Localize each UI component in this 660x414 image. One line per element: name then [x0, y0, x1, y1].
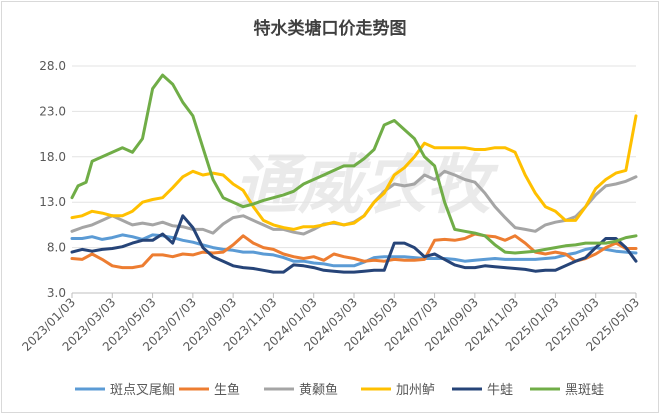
- series-line-3: [70, 114, 638, 231]
- y-axis-ticks: 3.0 8.0 13.0 18.0 23.0 28.0: [39, 59, 66, 300]
- y-tick-label: 18.0: [39, 150, 66, 164]
- legend-label-0: 斑点叉尾鮰: [110, 383, 175, 398]
- chart-title: 特水类塘口价走势图: [254, 18, 407, 39]
- legend-label-3: 加州鲈: [396, 383, 435, 398]
- x-axis: 2023/01/032023/03/032023/05/032023/07/03…: [19, 293, 642, 354]
- series-lines: [70, 73, 638, 274]
- y-tick-label: 28.0: [39, 59, 66, 73]
- legend-label-2: 黄颡鱼: [299, 382, 338, 398]
- series-line-4: [70, 214, 638, 274]
- y-tick-label: 23.0: [39, 104, 66, 118]
- legend-label-4: 牛蛙: [487, 383, 513, 398]
- legend-label-1: 生鱼: [214, 382, 240, 398]
- y-tick-label: 13.0: [39, 195, 66, 209]
- y-tick-label: 3.0: [47, 286, 66, 300]
- series-line-1: [70, 232, 638, 270]
- legend-label-5: 黑斑蛙: [565, 383, 604, 398]
- series-line-5: [70, 73, 638, 255]
- gridlines: [72, 65, 636, 294]
- legend: 斑点叉尾鮰 生鱼 黄颡鱼 加州鲈 牛蛙 黑斑蛙: [75, 382, 604, 398]
- y-tick-label: 8.0: [47, 241, 66, 255]
